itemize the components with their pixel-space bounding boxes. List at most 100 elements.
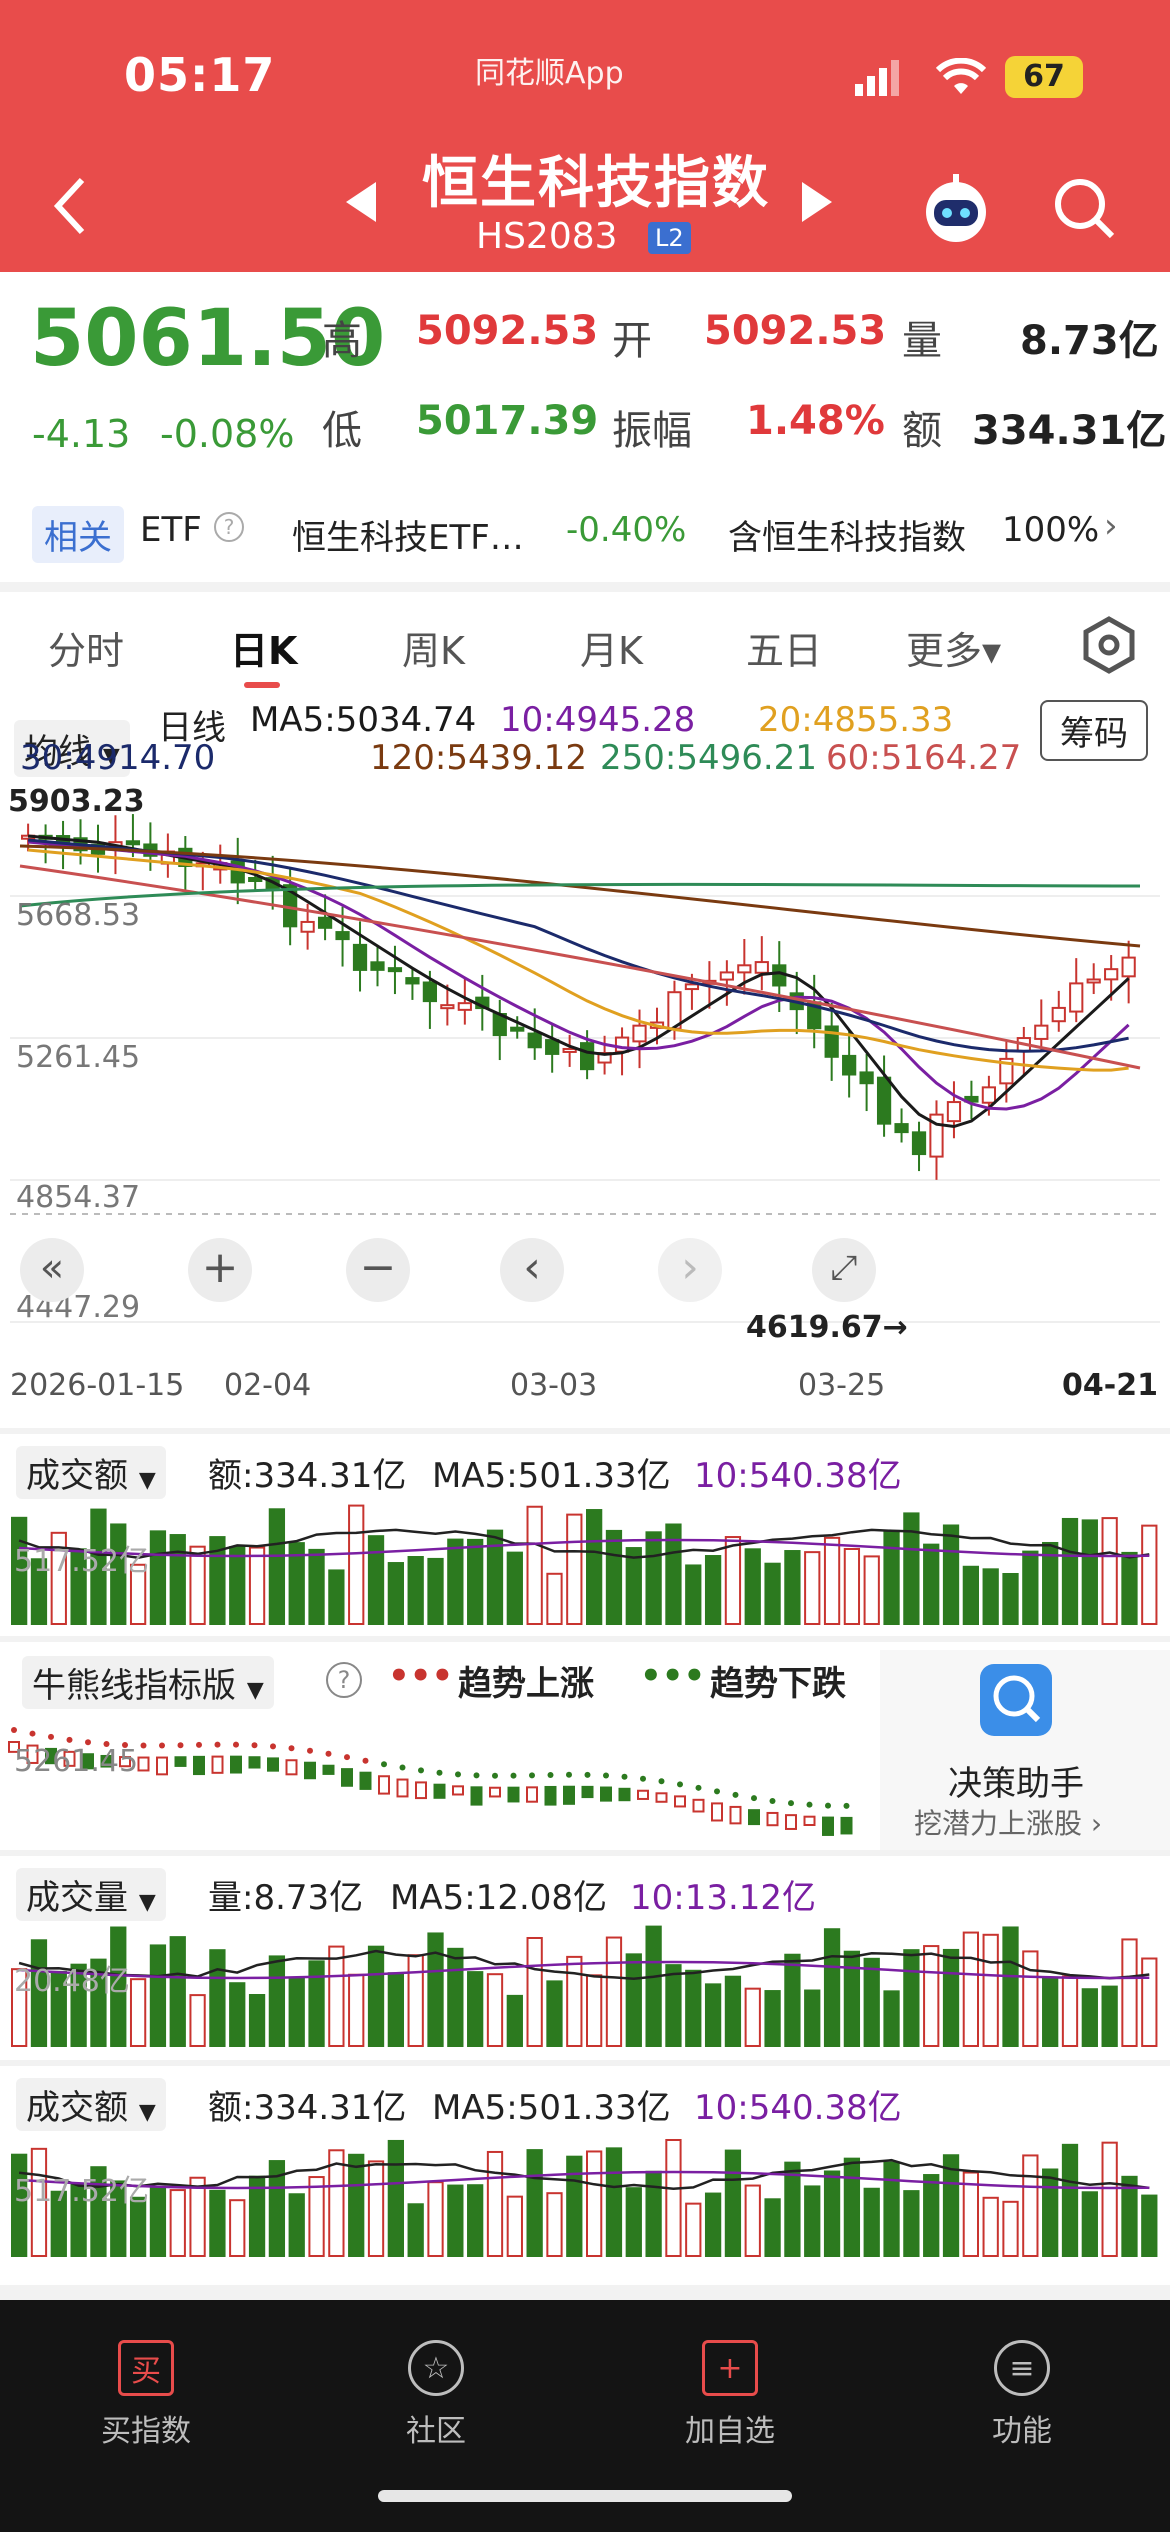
bullbear-select-label: 牛熊线指标版 — [32, 1666, 236, 1706]
volume-bar — [863, 1555, 880, 1625]
low-label: 低 — [322, 408, 362, 454]
tab-monthly-k[interactable]: 月K — [580, 629, 643, 673]
volume-ma10: 10:13.12亿 — [630, 1878, 817, 1918]
amount2-bar-chart[interactable] — [0, 2132, 1170, 2260]
bullbear-axis-label: 5261.45 — [14, 1744, 139, 1779]
volume-select[interactable]: 成交量 ▼ — [16, 1868, 166, 1921]
volume-bar — [546, 1572, 563, 1625]
help-icon[interactable]: ? — [214, 512, 244, 542]
bullbear-chart[interactable] — [0, 1710, 880, 1840]
mini-candle — [507, 1786, 520, 1803]
mini-candle — [82, 1753, 94, 1770]
scroll-right-icon[interactable]: › — [658, 1238, 722, 1302]
amount-bar-chart[interactable] — [0, 1500, 1170, 1628]
bullbear-select[interactable]: 牛熊线指标版 ▼ — [22, 1656, 274, 1709]
mini-candle — [526, 1786, 538, 1803]
nav-buy-index[interactable]: 买 买指数 — [46, 2340, 246, 2450]
high-label: 高 — [322, 318, 362, 364]
volume-bar — [506, 1994, 523, 2047]
battery-indicator: 67 — [1005, 56, 1083, 98]
candle-body — [894, 1123, 909, 1134]
volume-bar — [110, 2180, 127, 2257]
amount2-ma10: 10:540.38亿 — [694, 2088, 902, 2128]
mini-candle — [248, 1756, 261, 1769]
nav-community[interactable]: ☆ 社区 — [336, 2340, 536, 2450]
volume-bar — [90, 2166, 107, 2257]
volume-bar — [229, 1982, 246, 2047]
mini-candle — [322, 1764, 335, 1775]
candle-body — [614, 1036, 630, 1053]
related-etf-row[interactable]: 相关 ETF ? 恒生科技ETF… -0.40% 含恒生科技指数 100% › — [0, 492, 1170, 563]
settings-icon[interactable] — [1080, 616, 1138, 674]
collapse-left-icon[interactable]: « — [20, 1238, 84, 1302]
nav-functions[interactable]: ≡ 功能 — [922, 2340, 1122, 2450]
assistant-icon — [980, 1664, 1052, 1736]
low-price-marker: 4619.67→ — [746, 1310, 908, 1345]
volume-bar — [367, 1945, 385, 2047]
low-value: 5017.39 — [416, 398, 599, 444]
next-stock-icon[interactable] — [796, 180, 836, 224]
amount2-select[interactable]: 成交额 ▼ — [16, 2078, 166, 2131]
etf-name[interactable]: 恒生科技ETF… — [292, 518, 524, 558]
trend-dot — [547, 1771, 554, 1778]
divider — [0, 1850, 1170, 1856]
assistant-subtitle: 挖潜力上涨股 › — [914, 1807, 1103, 1840]
nav-add-watchlist[interactable]: + 加自选 — [630, 2340, 830, 2450]
mini-candle — [618, 1787, 631, 1802]
volume-bar — [149, 1944, 167, 2048]
bullbear-help-icon[interactable]: ? — [326, 1662, 362, 1698]
volume-bar-chart[interactable] — [0, 1922, 1170, 2050]
amount2-current: 额:334.31亿 — [208, 2088, 407, 2128]
zoom-out-icon[interactable]: − — [346, 1238, 410, 1302]
volume-bar — [248, 1546, 266, 1625]
volume-bar — [685, 1969, 702, 2047]
tab-five-day[interactable]: 五日 — [746, 629, 823, 673]
buy-icon: 买 — [118, 2340, 174, 2396]
mini-candle — [396, 1778, 409, 1798]
candle-body — [370, 961, 385, 971]
volume-bar — [764, 1562, 781, 1625]
search-icon[interactable] — [1052, 176, 1116, 240]
trend-dot — [325, 1750, 332, 1757]
volume-bar — [1141, 1524, 1158, 1626]
volume-bar — [764, 2198, 781, 2257]
kline-chart[interactable] — [0, 776, 1170, 1436]
chips-button[interactable]: 筹码 — [1040, 700, 1148, 761]
amount-select[interactable]: 成交额 ▼ — [16, 1446, 166, 1499]
back-icon[interactable] — [50, 176, 90, 236]
trend-dot — [344, 1754, 350, 1761]
candle-body — [999, 1057, 1014, 1085]
volume-bar — [308, 1548, 325, 1626]
mini-candle — [193, 1755, 205, 1776]
trend-up-dots: ••• — [388, 1656, 454, 1696]
amount-label: 额 — [902, 408, 942, 454]
trend-dot — [214, 1741, 221, 1748]
robot-assistant-icon[interactable] — [920, 172, 992, 244]
tab-weekly-k[interactable]: 周K — [402, 629, 465, 673]
prev-stock-icon[interactable] — [342, 180, 382, 224]
scroll-left-icon[interactable]: ‹ — [500, 1238, 564, 1302]
volume-bar — [308, 2176, 325, 2257]
volume-bar — [328, 1945, 345, 2047]
decision-assistant-card[interactable]: 决策助手 挖潜力上涨股 › — [880, 1650, 1170, 1850]
fullscreen-icon[interactable]: ⤢ — [812, 1238, 876, 1302]
tab-intraday[interactable]: 分时 — [48, 629, 125, 673]
trend-dot — [66, 1736, 73, 1743]
volume-bar — [942, 1524, 960, 1625]
mini-candle — [26, 1744, 39, 1764]
etf-type: ETF — [140, 510, 202, 550]
volume-bar — [923, 2174, 940, 2257]
zoom-in-icon[interactable]: + — [188, 1238, 252, 1302]
volume-bar — [288, 1977, 305, 2048]
volume-bar — [209, 2189, 226, 2257]
volume-bar — [1081, 1519, 1098, 1625]
indicator-select[interactable]: 均线 ▼ — [14, 720, 130, 777]
volume-bar — [823, 1928, 841, 2048]
candle-body — [387, 967, 403, 973]
trend-dot — [769, 1797, 776, 1804]
volume-bar — [724, 1536, 742, 1625]
tab-daily-k[interactable]: 日K — [230, 629, 298, 673]
tab-more[interactable]: 更多▾ — [906, 629, 1002, 673]
price-axis-2: 5261.45 — [16, 1040, 141, 1075]
ma120-line — [19, 844, 1141, 948]
